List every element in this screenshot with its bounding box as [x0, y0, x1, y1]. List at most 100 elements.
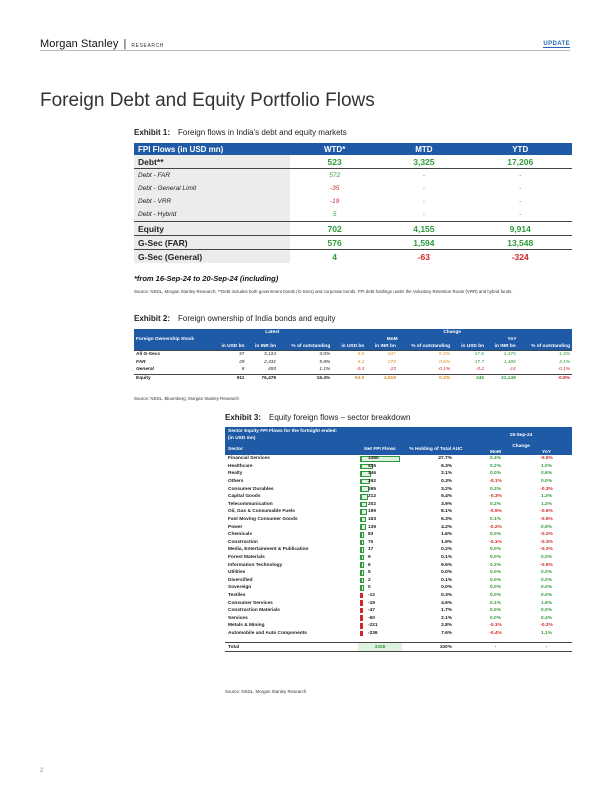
net-flow-bar — [360, 524, 366, 530]
t2-cell: -0.8% — [517, 373, 572, 382]
t3-yoy: -0.5% — [540, 562, 553, 568]
t3-net-cell: 70 — [358, 539, 402, 547]
t3-net-value: 83 — [368, 532, 374, 538]
t1-row-label: G-Sec (General) — [134, 249, 290, 263]
t3-yoy: 1.0% — [541, 463, 552, 469]
t2-cell: 5.8% — [319, 359, 331, 365]
t3-header-line2: (in USD mn) — [228, 436, 256, 441]
t1-cell: 1,594 — [379, 235, 469, 250]
exhibit1-table: FPI Flows (in USD mn) WTD* MTD YTD Debt** 52… — [134, 143, 572, 263]
net-flow-bar — [360, 554, 364, 561]
t3-holding: 6.3% — [441, 517, 452, 523]
t2-cell: 16.4% — [278, 373, 333, 382]
t2-column-header: % of outstanding — [517, 343, 572, 351]
t3-yoy: 1.9% — [541, 600, 552, 606]
table-row: Debt - FAR 572 - - — [134, 168, 572, 182]
t3-yoy: -0.6% — [540, 509, 553, 515]
t3-mom: 0.0% — [490, 532, 501, 538]
t3-sector-name: Forest Materials — [228, 555, 265, 561]
net-flow-bar — [360, 501, 368, 508]
table-row: Textiles -12 0.3% 0.0% 0.0% — [225, 592, 572, 600]
t1-cell: -35 — [329, 185, 340, 192]
t3-sector-name: Construction Materials — [228, 608, 280, 614]
table-row: Automobile and Auto Components -236 7.6% -0… — [225, 630, 572, 638]
net-flow-bar — [360, 562, 364, 568]
t3-holding: 7.6% — [441, 630, 452, 636]
t3-yoy: 0.0% — [541, 592, 552, 598]
t3-total-holding: 100% — [402, 642, 470, 652]
exhibit2-title: Foreign ownership of India bonds and equ… — [178, 314, 336, 323]
t3-net-cell: 1460 — [358, 455, 402, 463]
t3-mom: -0.1% — [489, 479, 502, 485]
t3-net-value: 199 — [368, 509, 377, 515]
t3-net-header: Net FPI Flows — [358, 443, 402, 455]
t1-cell: -63 — [379, 249, 469, 263]
net-flow-bar — [360, 509, 368, 515]
t3-sector-name: Healthcare — [228, 463, 253, 469]
exhibit3-label: Exhibit 3: — [225, 413, 262, 422]
t3-mom: 0.2% — [490, 562, 501, 568]
t3-net-cell: -47 — [358, 607, 402, 615]
t2-column-header: in USD bn — [332, 343, 367, 351]
t3-change-header: Change — [470, 443, 572, 449]
t3-yoy: -0.5% — [540, 517, 553, 523]
t3-net-cell: 6 — [358, 561, 402, 569]
brand-header: Morgan Stanley | RESEARCH — [40, 38, 164, 50]
t3-yoy: -5.5% — [540, 456, 553, 462]
t1-cell: 4 — [290, 249, 380, 263]
net-flow-bar — [360, 630, 363, 637]
update-badge[interactable]: UPDATE — [543, 41, 570, 48]
t3-yoy: 0.9% — [541, 524, 552, 530]
net-flow-bar — [360, 471, 371, 477]
t3-net-cell: -50 — [358, 614, 402, 622]
t3-title-header: Sector Equity FPI Flows for the fortnigh… — [225, 427, 470, 443]
t1-row-label: Debt** — [134, 155, 290, 169]
t3-net-value: 163 — [368, 517, 377, 523]
table-row: Others 292 0.3% -0.1% 0.0% — [225, 478, 572, 486]
table-row: Financial Services 1460 27.7% 0.4% -5.5% — [225, 455, 572, 463]
t2-column-header: % of outstanding — [278, 343, 333, 351]
t3-holding: 8.1% — [441, 509, 452, 515]
t2-cell: 0.3% — [397, 373, 453, 382]
t3-yoy: -0.3% — [540, 486, 553, 492]
t3-yoy: 1.1% — [541, 630, 552, 636]
exhibit1-title: Foreign flows in India's debt and equity… — [178, 128, 347, 137]
t2-cell: 3.0% — [278, 350, 333, 359]
table-row: Diversified 2 0.1% 0.0% 0.0% — [225, 577, 572, 585]
t1-cell: - — [422, 211, 425, 218]
t3-yoy: 0.0% — [541, 555, 552, 561]
t3-yoy: 0.0% — [541, 479, 552, 485]
t2-column-header: in USD bn — [212, 343, 247, 351]
t2-row-label: Equity — [134, 373, 213, 382]
t1-cell: 4,155 — [379, 221, 469, 236]
t2-cell: -0.1% — [557, 367, 570, 373]
t1-column-header: FPI Flows (in USD mn) — [134, 143, 290, 155]
exhibit1-caption: Exhibit 1: Foreign flows in India's debt … — [134, 128, 347, 137]
table-row: Debt** 523 3,325 17,206 — [134, 155, 572, 169]
t3-holding: 0.0% — [441, 570, 452, 576]
net-flow-bar — [360, 615, 363, 622]
t2-column-header: in INR bn — [246, 343, 279, 351]
exhibit1-source: Source: NSDL, Morgan Stanley Research; *… — [134, 289, 513, 294]
exhibit2-table: Foreign Ownership Stock Latest Change Mo… — [134, 329, 572, 382]
net-flow-bar — [360, 623, 363, 629]
t3-yoy: 0.0% — [541, 570, 552, 576]
t3-mom: -0.1% — [489, 539, 502, 545]
t3-net-value: 6 — [368, 562, 371, 568]
net-flow-bar — [360, 516, 367, 523]
t1-cell: 3,325 — [379, 155, 469, 169]
t3-holding: 6.3% — [441, 463, 452, 469]
t2-cell: 911 — [212, 373, 247, 382]
t3-net-value: 292 — [368, 479, 377, 485]
t3-mom: 0.2% — [490, 486, 501, 492]
table-row: Construction 70 1.9% -0.1% -0.3% — [225, 539, 572, 547]
t3-net-cell: 139 — [358, 523, 402, 531]
t3-net-cell: 5 — [358, 569, 402, 577]
t1-cell: 13,548 — [468, 235, 572, 250]
net-flow-bar — [360, 531, 365, 538]
net-flow-bar — [360, 539, 364, 546]
table-row: Consumer Durables 265 3.2% 0.2% -0.3% — [225, 485, 572, 493]
header-divider — [40, 50, 570, 51]
t1-cell: - — [422, 172, 425, 179]
t1-cell: 9,914 — [468, 221, 572, 236]
